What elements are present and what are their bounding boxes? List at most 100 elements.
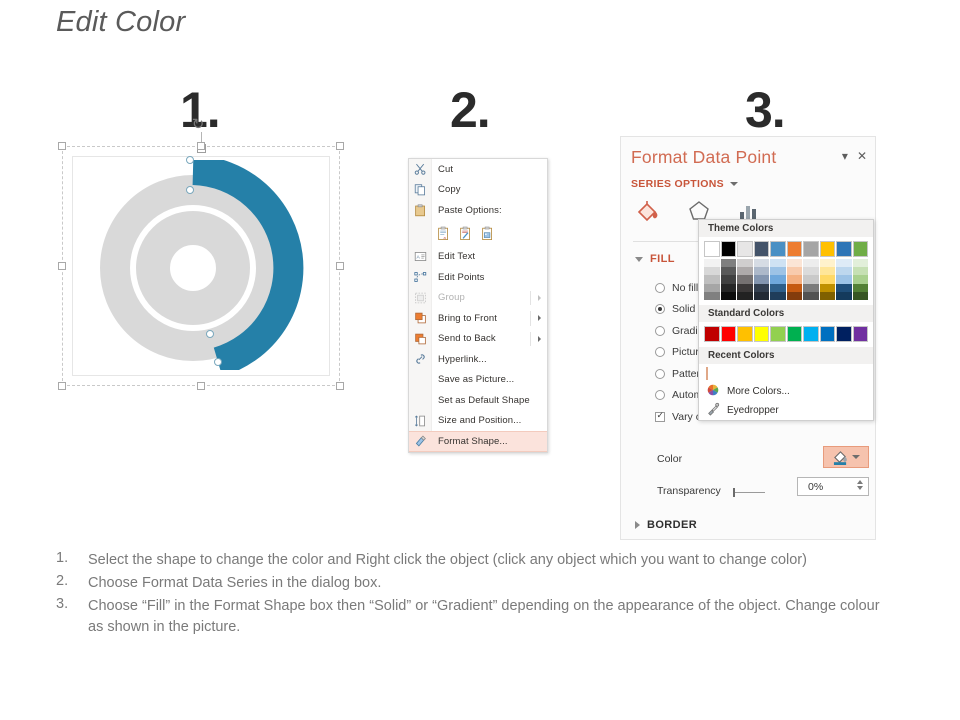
theme-variant-swatch-4-2[interactable] xyxy=(770,275,786,284)
theme-variant-swatch-0-1[interactable] xyxy=(704,266,720,276)
theme-variant-swatch-6-0[interactable] xyxy=(803,258,819,267)
resize-handle-e[interactable] xyxy=(336,262,344,270)
theme-variant-swatch-4-4[interactable] xyxy=(770,292,786,301)
spinner-down-icon[interactable] xyxy=(857,486,863,490)
shape-selection-panel[interactable]: ↻ xyxy=(58,116,344,390)
paste-options-row[interactable]: a xyxy=(409,221,547,247)
paste-picture-icon[interactable] xyxy=(481,226,494,241)
theme-color-swatch-1[interactable] xyxy=(720,241,736,257)
theme-variant-swatch-7-1[interactable] xyxy=(819,266,835,276)
theme-variant-swatch-3-2[interactable] xyxy=(753,275,769,284)
standard-color-swatch-2[interactable] xyxy=(737,326,753,342)
chevron-down-icon[interactable]: ▾ xyxy=(841,149,848,163)
context-menu[interactable]: Cut Copy Paste Options: a xyxy=(408,158,548,453)
theme-variant-swatch-5-1[interactable] xyxy=(786,266,802,276)
spinner-up-icon[interactable] xyxy=(857,480,863,484)
theme-variant-swatch-9-0[interactable] xyxy=(852,258,868,267)
resize-handle-s[interactable] xyxy=(197,382,205,390)
menu-item-copy[interactable]: Copy xyxy=(409,180,547,201)
theme-variant-swatch-8-1[interactable] xyxy=(836,266,852,276)
menu-item-save-as-picture[interactable]: Save as Picture... xyxy=(409,370,547,391)
arc-point-handle-bot[interactable] xyxy=(214,358,222,366)
theme-variant-column-3[interactable] xyxy=(753,258,769,301)
theme-variant-swatch-4-0[interactable] xyxy=(770,258,786,267)
theme-variant-swatch-9-2[interactable] xyxy=(852,275,868,284)
theme-color-swatch-4[interactable] xyxy=(770,241,786,257)
theme-color-swatch-2[interactable] xyxy=(737,241,753,257)
standard-color-swatch-5[interactable] xyxy=(786,326,802,342)
standard-color-swatch-1[interactable] xyxy=(720,326,736,342)
theme-variant-column-4[interactable] xyxy=(770,258,786,301)
theme-variant-swatch-5-3[interactable] xyxy=(786,283,802,293)
theme-color-swatch-5[interactable] xyxy=(786,241,802,257)
radio-picture-fill[interactable]: Picture xyxy=(655,342,707,364)
chart-options-icon[interactable] xyxy=(737,201,761,228)
theme-variant-swatch-1-4[interactable] xyxy=(720,292,736,301)
menu-item-set-default-shape[interactable]: Set as Default Shape xyxy=(409,390,547,411)
theme-variant-swatch-5-4[interactable] xyxy=(786,292,802,301)
menu-item-hyperlink[interactable]: Hyperlink... xyxy=(409,349,547,370)
theme-color-swatch-6[interactable] xyxy=(803,241,819,257)
menu-item-paste-options[interactable]: Paste Options: xyxy=(409,200,547,221)
theme-variant-swatch-5-2[interactable] xyxy=(786,275,802,284)
border-section-header[interactable]: BORDER xyxy=(635,519,697,531)
theme-color-variants[interactable] xyxy=(699,258,873,306)
theme-variant-swatch-1-0[interactable] xyxy=(720,258,736,267)
theme-variant-swatch-8-4[interactable] xyxy=(836,292,852,301)
theme-variant-swatch-6-3[interactable] xyxy=(803,283,819,293)
theme-variant-swatch-2-1[interactable] xyxy=(737,266,753,276)
theme-variant-column-6[interactable] xyxy=(803,258,819,301)
menu-item-cut[interactable]: Cut xyxy=(409,159,547,180)
fill-color-button[interactable] xyxy=(823,446,869,468)
theme-color-swatch-8[interactable] xyxy=(836,241,852,257)
theme-variant-column-0[interactable] xyxy=(704,258,720,301)
paste-keep-text-icon[interactable]: a xyxy=(437,226,450,241)
radio-solid-fill[interactable]: Solid fi xyxy=(655,299,707,321)
resize-handle-se[interactable] xyxy=(336,382,344,390)
eyedropper-item[interactable]: Eyedropper xyxy=(699,401,873,420)
theme-variant-swatch-0-2[interactable] xyxy=(704,275,720,284)
theme-variant-swatch-0-3[interactable] xyxy=(704,283,720,293)
standard-color-swatch-0[interactable] xyxy=(704,326,720,342)
theme-variant-swatch-6-4[interactable] xyxy=(803,292,819,301)
theme-variant-column-2[interactable] xyxy=(737,258,753,301)
more-colors-item[interactable]: More Colors... xyxy=(699,382,873,401)
theme-variant-swatch-2-2[interactable] xyxy=(737,275,753,284)
theme-variant-swatch-6-1[interactable] xyxy=(803,266,819,276)
menu-item-size-and-position[interactable]: Size and Position... xyxy=(409,411,547,432)
theme-variant-swatch-0-4[interactable] xyxy=(704,292,720,301)
resize-handle-nw[interactable] xyxy=(58,142,66,150)
resize-handle-n[interactable] xyxy=(197,142,205,150)
theme-variant-swatch-8-0[interactable] xyxy=(836,258,852,267)
radio-no-fill[interactable]: No fill xyxy=(655,277,707,299)
standard-color-swatch-6[interactable] xyxy=(803,326,819,342)
color-picker-dropdown[interactable]: Theme Colors Standard Colors Recent Colo… xyxy=(698,219,874,421)
theme-variant-swatch-0-0[interactable] xyxy=(704,258,720,267)
spinner-arrows[interactable] xyxy=(857,480,863,490)
theme-variant-swatch-3-3[interactable] xyxy=(753,283,769,293)
theme-variant-swatch-8-2[interactable] xyxy=(836,275,852,284)
theme-variant-column-1[interactable] xyxy=(720,258,736,301)
resize-handle-w[interactable] xyxy=(58,262,66,270)
menu-item-edit-points[interactable]: Edit Points xyxy=(409,267,547,288)
theme-variant-column-5[interactable] xyxy=(786,258,802,301)
theme-variant-swatch-1-1[interactable] xyxy=(720,266,736,276)
standard-color-swatch-3[interactable] xyxy=(753,326,769,342)
arc-point-handle-top[interactable] xyxy=(186,156,194,164)
series-options-dropdown[interactable]: SERIES OPTIONS xyxy=(631,178,738,190)
theme-variant-swatch-2-3[interactable] xyxy=(737,283,753,293)
radio-gradient-fill[interactable]: Gradie xyxy=(655,320,707,342)
menu-item-bring-to-front[interactable]: Bring to Front xyxy=(409,308,547,329)
arc-point-handle-bot-in[interactable] xyxy=(206,330,214,338)
menu-item-format-shape[interactable]: Format Shape... xyxy=(409,431,547,452)
recent-colors-row[interactable] xyxy=(699,364,873,382)
transparency-spinner[interactable]: 0% xyxy=(797,477,869,496)
theme-variant-swatch-1-3[interactable] xyxy=(720,283,736,293)
standard-color-swatch-7[interactable] xyxy=(819,326,835,342)
resize-handle-sw[interactable] xyxy=(58,382,66,390)
theme-color-swatch-0[interactable] xyxy=(704,241,720,257)
radio-automatic-fill[interactable]: Autom xyxy=(655,385,707,407)
theme-variant-swatch-6-2[interactable] xyxy=(803,275,819,284)
close-icon[interactable]: ✕ xyxy=(856,149,867,163)
theme-variant-column-9[interactable] xyxy=(852,258,868,301)
